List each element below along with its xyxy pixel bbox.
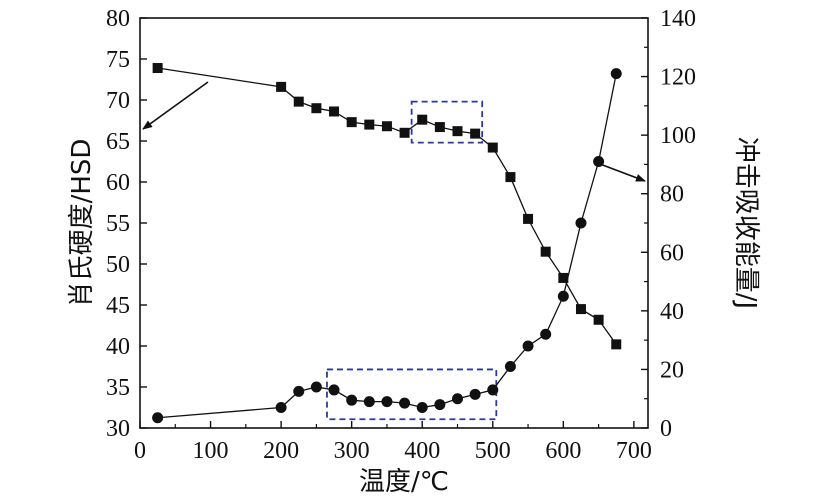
y-right-tick-label: 80 [660,182,684,208]
y-left-tick-label: 45 [106,293,130,319]
impact-energy-point [452,393,463,405]
y-left-tick-label: 60 [106,170,130,196]
impact-energy-point [363,396,375,408]
hardness-point [540,246,551,257]
impact-energy-point [381,396,393,408]
right-axis-arrow [599,163,646,182]
y-left-tick-label: 30 [106,416,130,442]
x-tick-label: 600 [545,438,581,464]
impact-energy-point [416,402,428,413]
series-line-left [157,67,617,345]
impact-energy-point [293,385,305,397]
x-tick-label: 400 [404,438,440,464]
impact-energy-point [275,402,287,413]
y-left-tick-label: 35 [106,375,130,401]
y-left-tick-label: 80 [106,6,130,32]
impact-energy-point [346,394,358,406]
impact-energy-point [310,381,322,393]
x-axis-title: 温度/℃ [359,467,449,497]
hardness-point [417,114,428,125]
impact-energy-point [540,328,552,340]
impact-energy-point [487,384,499,396]
hardness-point [276,81,287,92]
impact-energy-point [504,361,516,372]
x-tick-label: 100 [193,438,229,464]
impact-energy-point [434,399,446,411]
hardness-point [593,314,604,325]
y-right-tick-label: 100 [660,123,696,149]
y-left-tick-label: 65 [106,129,130,155]
hardness-point [399,127,410,138]
highlight-box-1 [410,100,484,144]
y-right-tick-label: 60 [660,240,684,266]
x-tick-label: 300 [334,438,370,464]
hardness-point [311,103,322,114]
impact-energy-point [328,384,340,396]
left-axis-arrow [142,81,209,130]
y-right-tick-label: 140 [660,6,696,32]
hardness-point [434,122,445,133]
hardness-point [381,121,392,132]
hardness-point [329,106,340,117]
y-left-tick-label: 55 [106,211,130,237]
y-right-tick-label: 40 [660,299,684,325]
x-tick-label: 200 [263,438,299,464]
y-left-tick-label: 70 [106,88,130,114]
hardness-point [470,128,481,139]
hardness-point [558,272,569,283]
x-tick-label: 700 [616,438,652,464]
y-right-tick-label: 0 [660,416,672,442]
y-right-axis-title: 冲击吸收能量/J [731,137,761,309]
impact-energy-point [557,290,569,302]
impact-energy-point [522,340,534,352]
y-left-tick-label: 50 [106,252,130,278]
hardness-point [505,172,516,183]
impact-energy-point [575,217,587,229]
impact-energy-point [399,397,411,409]
impact-energy-point [152,412,164,424]
hardness-point [293,96,304,107]
hardness-point [364,119,375,130]
y-left-axis-title: 肖氏硬度/HSD [67,139,97,308]
hardness-point [523,213,534,224]
y-left-tick-label: 75 [106,47,130,73]
impact-energy-point [469,388,481,400]
hardness-point [152,63,163,74]
plot-frame [139,17,649,429]
impact-energy-point [610,68,622,80]
hardness-point [575,304,586,315]
hardness-point [452,126,463,137]
y-right-tick-label: 20 [660,357,684,383]
x-tick-label: 0 [134,438,146,464]
x-tick-label: 500 [475,438,511,464]
plot-area: 0 100 200 300 400 500 600 700303540455055606570… [67,6,761,497]
hardness-point [346,117,357,128]
y-right-tick-label: 120 [660,65,696,91]
highlight-box-2 [326,368,498,421]
hardness-point [611,339,622,350]
y-left-tick-label: 40 [106,334,130,360]
hardness-point [487,142,498,153]
